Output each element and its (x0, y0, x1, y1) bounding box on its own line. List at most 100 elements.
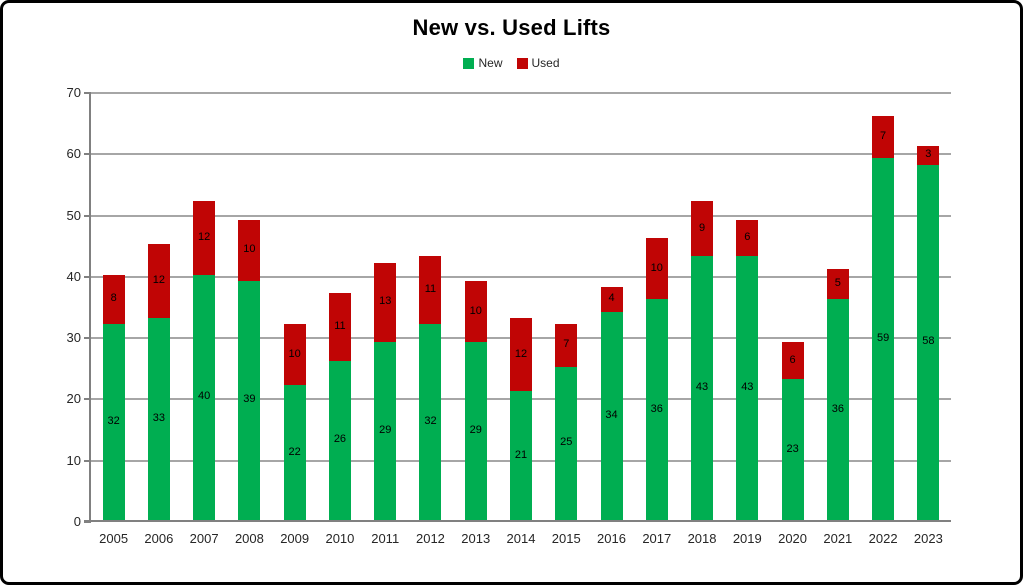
x-axis-tick-label-2014: 2014 (506, 531, 536, 546)
legend-swatch-used (516, 57, 528, 69)
bar-segment-used-2012 (419, 256, 442, 324)
bar-value-label-used-2015: 7 (563, 338, 570, 351)
bar-segment-used-2005 (102, 274, 125, 324)
bar-value-label-used-2011: 13 (379, 295, 392, 308)
bar-segment-used-2006 (147, 244, 170, 318)
bar-value-label-used-2006: 12 (152, 273, 166, 286)
bar-segment-used-2008 (238, 219, 261, 281)
bar-segment-used-2014 (510, 317, 532, 392)
x-axis-tick-label-2008: 2008 (234, 531, 264, 546)
y-axis-tick-mark (84, 153, 91, 156)
bar-segment-new-2018 (691, 256, 714, 520)
legend-label-used: Used (531, 56, 560, 70)
y-axis-tick-mark (84, 92, 91, 94)
bar-segment-new-2016 (600, 311, 623, 520)
x-axis-tick-label-2021: 2021 (823, 531, 853, 546)
bar-segment-new-2017 (645, 299, 668, 520)
bar-value-label-used-2008: 10 (243, 243, 256, 256)
bar-value-label-new-2019: 43 (741, 381, 754, 394)
y-axis-tick-label: 10 (66, 452, 81, 468)
bar-segment-used-2022 (872, 115, 895, 159)
x-axis-tick-label-2016: 2016 (597, 531, 626, 546)
bar-segment-new-2012 (419, 323, 442, 520)
bar-segment-used-2020 (781, 342, 804, 380)
bar-segment-new-2005 (102, 323, 125, 520)
bar-value-label-new-2017: 36 (650, 402, 663, 415)
x-axis-tick-label-2011: 2011 (371, 531, 400, 546)
bar-segment-new-2019 (736, 256, 759, 520)
bar-value-label-used-2020: 6 (789, 353, 796, 366)
y-axis-tick-mark (84, 398, 91, 401)
y-axis-tick-mark (84, 275, 91, 278)
x-axis-tick-label-2022: 2022 (868, 531, 898, 546)
bar-value-label-used-2023: 3 (925, 148, 932, 161)
bar-segment-used-2015 (555, 323, 578, 367)
y-axis-tick-mark (84, 459, 91, 462)
bar-segment-used-2013 (464, 280, 487, 343)
y-axis-tick-mark (84, 337, 91, 340)
x-axis-tick-label-2015: 2015 (551, 531, 581, 546)
y-axis-tick-mark (84, 214, 91, 217)
bar-value-label-new-2020: 23 (786, 442, 799, 455)
y-axis-tick-label: 50 (66, 207, 81, 223)
bar-segment-new-2010 (328, 360, 351, 520)
bar-value-label-new-2011: 29 (379, 424, 392, 437)
bar-segment-used-2019 (736, 219, 759, 257)
bar-value-label-used-2007: 12 (198, 231, 211, 244)
bar-value-label-new-2006: 33 (152, 411, 166, 424)
bar-segment-new-2011 (374, 342, 397, 520)
bar-segment-new-2007 (193, 274, 216, 520)
bar-segment-used-2009 (283, 323, 306, 386)
x-axis-tick-label-2005: 2005 (99, 531, 129, 546)
plot-area: 0 10 20 30 40 50 60 70 32 8 2005 33 12 2006 40 12 2007 39… (67, 85, 951, 546)
bar-value-label-used-2021: 5 (834, 277, 841, 290)
chart-title: New vs. Used Lifts (412, 15, 611, 40)
bar-segment-used-2010 (328, 293, 351, 361)
x-axis-tick-label-2013: 2013 (461, 531, 491, 546)
y-axis-tick-label: 60 (66, 146, 81, 162)
bar-value-label-new-2007: 40 (198, 390, 211, 403)
bar-value-label-new-2005: 32 (107, 414, 120, 427)
legend-item-new: New (463, 56, 503, 70)
bar-value-label-used-2010: 11 (334, 319, 346, 332)
y-axis-tick-label: 20 (66, 391, 81, 407)
x-axis-tick-label-2019: 2019 (732, 531, 762, 546)
bar-value-label-new-2022: 59 (876, 332, 890, 345)
y-axis-line (89, 93, 91, 522)
bar-value-label-new-2014: 21 (514, 448, 528, 461)
bar-segment-used-2021 (826, 268, 849, 300)
y-axis-tick-label: 30 (66, 330, 81, 346)
bar-segment-used-2007 (193, 201, 216, 275)
bar-segment-used-2017 (645, 238, 668, 300)
x-axis-tick-label-2012: 2012 (415, 531, 445, 546)
legend-label-new: New (478, 56, 503, 70)
bar-value-label-used-2012: 11 (424, 283, 437, 296)
bar-value-label-used-2005: 8 (110, 292, 117, 305)
bar-value-label-new-2021: 36 (831, 402, 844, 415)
bar-value-label-used-2018: 9 (698, 221, 706, 234)
x-axis-tick-label-2017: 2017 (642, 531, 672, 546)
y-axis-tick-label: 70 (66, 85, 81, 100)
x-axis-tick-label-2018: 2018 (687, 531, 717, 546)
bar-segment-new-2020 (781, 379, 804, 520)
y-axis-tick-label: 40 (66, 268, 81, 284)
bar-value-label-new-2009: 22 (288, 445, 301, 458)
bar-value-label-new-2015: 25 (560, 436, 573, 449)
x-axis-tick-label-2023: 2023 (913, 531, 943, 546)
bar-value-label-new-2012: 32 (424, 414, 437, 427)
bar-segment-used-2011 (374, 262, 397, 343)
x-axis-tick-label-2006: 2006 (144, 531, 174, 546)
bar-segment-new-2006 (147, 317, 170, 520)
bar-segment-new-2022 (872, 158, 895, 520)
bar-segment-new-2013 (464, 342, 487, 520)
bar-segment-used-2018 (691, 201, 714, 257)
bar-value-label-new-2018: 43 (695, 381, 709, 394)
bar-segment-new-2008 (238, 280, 261, 520)
bar-segment-new-2015 (555, 366, 578, 520)
bar-segment-used-2016 (600, 287, 623, 312)
y-axis-tick-mark (84, 521, 91, 523)
bar-value-label-used-2022: 7 (880, 129, 887, 142)
x-axis-tick-label-2010: 2010 (325, 531, 355, 546)
bar-value-label-used-2013: 10 (469, 304, 482, 317)
